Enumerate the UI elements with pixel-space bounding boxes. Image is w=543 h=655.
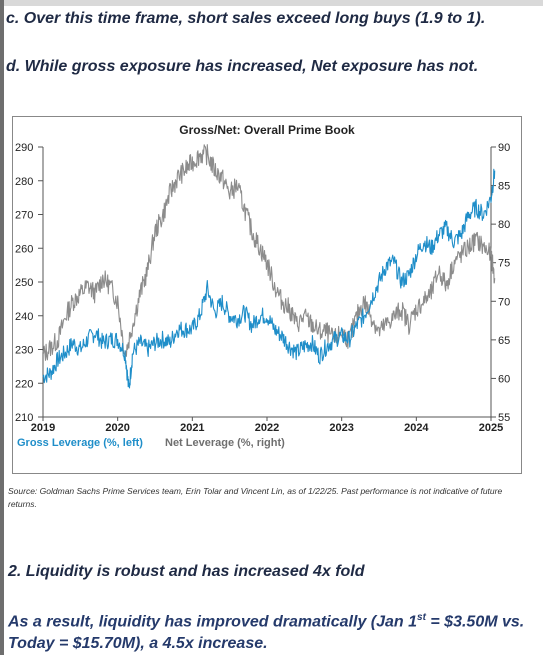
left-border — [0, 0, 4, 655]
legend-net: Net Leverage (%, right) — [165, 437, 285, 449]
note-line-d: d. While gross exposure has increased, N… — [6, 58, 479, 75]
x-tick-label: 2023 — [329, 422, 353, 434]
legend-gross: Gross Leverage (%, left) — [17, 437, 143, 449]
left-tick-label: 270 — [15, 210, 33, 222]
left-tick-label: 280 — [15, 176, 33, 188]
result-pre: As a result, liquidity has improved dram… — [8, 613, 418, 631]
right-tick-label: 65 — [498, 335, 510, 347]
right-tick-label: 70 — [498, 296, 510, 308]
x-tick-label: 2021 — [180, 422, 204, 434]
left-tick-label: 290 — [15, 142, 33, 154]
net-leverage-line — [42, 144, 496, 361]
right-tick-label: 80 — [498, 219, 510, 231]
left-tick-label: 240 — [15, 311, 33, 323]
chart-svg: Gross/Net: Overall Prime Book 210 220 230 24… — [15, 123, 510, 449]
left-tick-label: 250 — [15, 277, 33, 289]
result-sup: st — [417, 612, 426, 623]
result-text: As a result, liquidity has improved dram… — [8, 607, 543, 655]
left-tick-label: 230 — [15, 345, 33, 357]
right-tick-label: 90 — [498, 142, 510, 154]
x-tick-label: 2022 — [255, 422, 279, 434]
x-tick-label: 2019 — [31, 422, 55, 434]
left-tick-label: 260 — [15, 243, 33, 255]
top-band — [0, 0, 543, 6]
gross-leverage-line — [42, 168, 496, 389]
right-tick-label: 75 — [498, 258, 510, 270]
left-tick-label: 220 — [15, 378, 33, 390]
right-tick-label: 85 — [498, 181, 510, 193]
left-tick-label: 210 — [15, 412, 33, 424]
source-note: Source: Goldman Sachs Prime Services tea… — [8, 486, 503, 509]
result-post: = $3.50M vs. Today = $15.70M), a 4.5x in… — [8, 613, 525, 653]
section-heading: 2. Liquidity is robust and has increased… — [8, 563, 365, 580]
right-tick-label: 55 — [498, 412, 510, 424]
x-tick-label: 2024 — [404, 422, 429, 434]
chart-title: Gross/Net: Overall Prime Book — [179, 123, 355, 137]
x-tick-label: 2025 — [479, 422, 503, 434]
x-tick-label: 2020 — [105, 422, 129, 434]
note-line-c: c. Over this time frame, short sales exc… — [6, 10, 486, 27]
right-tick-label: 60 — [498, 373, 510, 385]
chart-figure: Gross/Net: Overall Prime Book 210 220 230 24… — [12, 116, 522, 474]
